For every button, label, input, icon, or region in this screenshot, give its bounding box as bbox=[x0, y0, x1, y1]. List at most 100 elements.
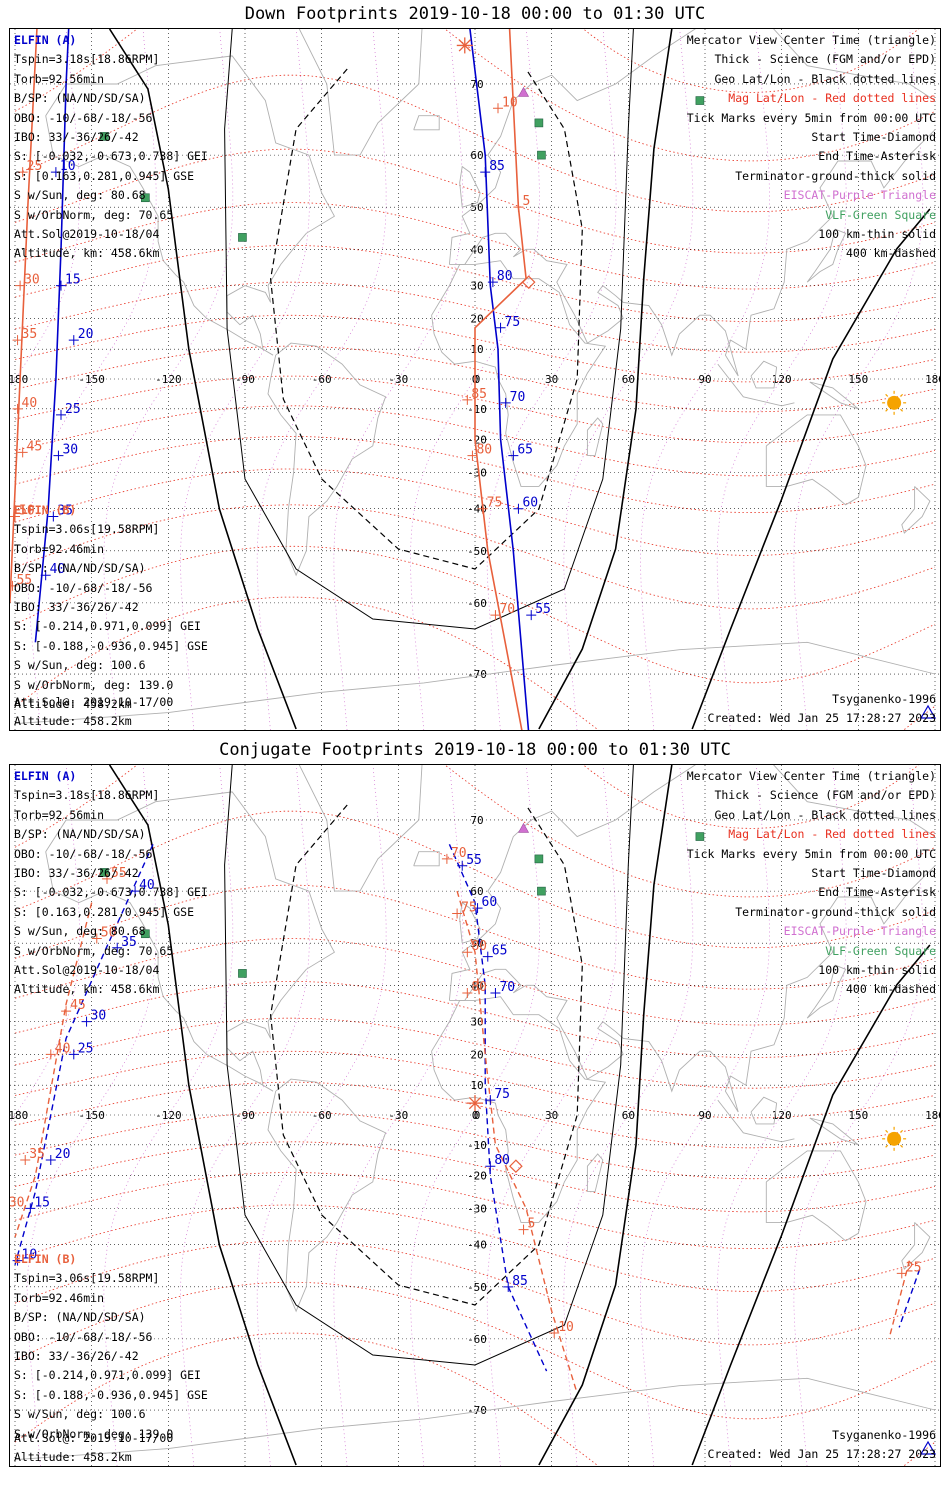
info-line: S w/Sun, deg: 100.6 bbox=[14, 1407, 146, 1422]
model-label: Tsyganenko-1996 bbox=[832, 692, 936, 706]
center-triangle-icon bbox=[919, 1440, 937, 1455]
eiscat-triangle-icon bbox=[518, 86, 530, 97]
lat-tick-label: 20 bbox=[470, 312, 483, 325]
track-tick-mark bbox=[61, 1006, 72, 1017]
terminator-400km bbox=[269, 68, 583, 570]
track-tick-mark bbox=[457, 860, 468, 871]
track-time-label: 25 bbox=[906, 1260, 922, 1275]
coastline bbox=[413, 851, 440, 867]
legend-down: Mercator View Center Time (triangle) Thi… bbox=[687, 31, 936, 264]
lat-tick-label: 50 bbox=[470, 201, 483, 214]
legend-geo: Geo Lat/Lon - Black dotted lines bbox=[714, 71, 936, 86]
info-line: Tspin=3.18s[18.86RPM] bbox=[14, 788, 160, 803]
asterisk-stroke bbox=[458, 39, 471, 52]
track-time-label: 45 bbox=[27, 439, 43, 454]
track-time-label: 20 bbox=[55, 1147, 71, 1162]
lat-tick-label: -40 bbox=[467, 1239, 487, 1252]
track-labels: 5 10 15 20 25 30 35 40 85 80 75 70 65 60 55 bbox=[40, 159, 551, 621]
track-time-label: 55 bbox=[466, 853, 482, 868]
mag-latitude-line bbox=[14, 1240, 936, 1346]
end-asterisk-icon bbox=[467, 1095, 483, 1112]
footer-left-down: Att.Sol@: 2019-10-17/00 bbox=[14, 695, 174, 709]
track-tick-mark bbox=[495, 322, 506, 333]
legend-end: End Time-Asterisk bbox=[818, 149, 936, 164]
track-tick-mark bbox=[485, 1095, 496, 1106]
mag-latitude-line bbox=[14, 765, 936, 898]
track-tick-mark bbox=[500, 397, 511, 408]
track-time-label: 85 bbox=[489, 159, 505, 174]
lat-tick-label: 60 bbox=[470, 885, 483, 898]
track-tick-mark bbox=[15, 280, 26, 291]
coastline bbox=[901, 486, 931, 534]
info-line: IBO: 33/-36/26/-42 bbox=[14, 1349, 139, 1364]
mag-latitude-line bbox=[14, 545, 936, 684]
lon-tick-label: 60 bbox=[622, 1109, 635, 1122]
info-line: Tspin=3.18s[18.86RPM] bbox=[14, 52, 160, 67]
track-time-label: 40 bbox=[55, 1041, 71, 1056]
info-line: S: [0.163,0.281,0.945] GSE bbox=[14, 904, 195, 919]
lon-tick-label: -120 bbox=[155, 1109, 182, 1122]
coastline bbox=[459, 165, 481, 208]
lon-tick-label: 180 bbox=[925, 373, 940, 386]
track-tick-mark bbox=[56, 280, 66, 291]
legend-terminator: Terminator-ground-thick solid bbox=[735, 168, 936, 183]
track-tick-mark bbox=[526, 610, 537, 621]
track-time-label: 70 bbox=[510, 390, 526, 405]
lat-tick-label: -20 bbox=[467, 1170, 487, 1183]
lat-tick-label: 0 bbox=[474, 1109, 481, 1122]
lat-tick-label: -20 bbox=[467, 434, 487, 447]
legend-100km: 100 km-thin solid bbox=[818, 963, 936, 978]
track-elfin-b bbox=[10, 29, 38, 603]
track-labels: 55 50 45 40 35 30 70 75 80 80 5 10 25 bbox=[10, 846, 922, 1339]
track-tick-mark bbox=[896, 1268, 907, 1279]
info-line: OBO: -10/-68/-18/-56 bbox=[14, 580, 153, 595]
track-time-label: 80 bbox=[476, 443, 492, 458]
info-line: Tspin=3.06s[19.58RPM] bbox=[14, 1271, 160, 1286]
vlf-square-icon bbox=[534, 854, 544, 864]
info-line: Att.Sol@2019-10-18/04 bbox=[14, 227, 160, 242]
elfin-a-info-conj: ELFIN (A) Tspin=3.18s[18.86RPM] Torb=92.… bbox=[14, 767, 208, 1000]
legend-geo: Geo Lat/Lon - Black dotted lines bbox=[714, 807, 936, 822]
info-line: S w/OrbNorm, deg: 70.65 bbox=[14, 207, 174, 222]
terminator-line bbox=[691, 944, 931, 1466]
mag-latitude-line bbox=[14, 148, 936, 254]
terminator-100km bbox=[224, 29, 634, 630]
coastline bbox=[750, 360, 778, 389]
track-tick-mark bbox=[462, 987, 473, 998]
lat-tick-label: 10 bbox=[470, 343, 483, 356]
coastline bbox=[765, 414, 867, 506]
vlf-square-icon bbox=[141, 193, 150, 203]
track-time-label: 35 bbox=[22, 327, 38, 342]
terminator-line bbox=[538, 29, 673, 730]
coastline bbox=[809, 1117, 859, 1146]
track-tick-mark bbox=[20, 1155, 31, 1166]
terminator-group bbox=[108, 29, 931, 730]
footer-conj: Tsyganenko-1996 Created: Wed Jan 25 17:2… bbox=[708, 1426, 936, 1464]
track-tick-mark bbox=[12, 335, 23, 346]
info-line: S w/Sun, deg: 100.6 bbox=[14, 658, 146, 673]
track-elfin-a bbox=[898, 1268, 921, 1328]
track-time-label: 40 bbox=[50, 562, 66, 577]
coastline bbox=[806, 228, 847, 283]
mag-latitude-line bbox=[14, 1141, 936, 1213]
lon-tick-label: 150 bbox=[848, 1109, 868, 1122]
coastline bbox=[298, 765, 423, 892]
info-line: Altitude, km: 458.6km bbox=[14, 246, 160, 261]
legend-start: Start Time-Diamond bbox=[811, 866, 936, 881]
track-time-label: 80 bbox=[471, 939, 487, 954]
sun-ray bbox=[900, 1144, 904, 1148]
track-time-label: 85 bbox=[512, 1274, 528, 1289]
lon-tick-label: -150 bbox=[78, 373, 105, 386]
coastline bbox=[14, 1377, 936, 1461]
lon-tick-label: 120 bbox=[772, 1109, 792, 1122]
map-panel-conj: -180 -150 -120 -90 -60 -30 0 30 60 90 120 150 180 70 6… bbox=[9, 764, 941, 1467]
track-time-label: 30 bbox=[91, 1009, 107, 1024]
track-tick-mark bbox=[12, 403, 23, 414]
info-line: IBO: 33/-36/26/-42 bbox=[14, 866, 139, 881]
geo-grid bbox=[10, 765, 940, 1466]
track-time-label: 75 bbox=[494, 1087, 510, 1102]
track-elfin-b bbox=[456, 890, 578, 1394]
track-tick-mark bbox=[50, 167, 61, 178]
lon-tick-label: -60 bbox=[312, 1109, 332, 1122]
lon-tick-label: -30 bbox=[388, 1109, 408, 1122]
